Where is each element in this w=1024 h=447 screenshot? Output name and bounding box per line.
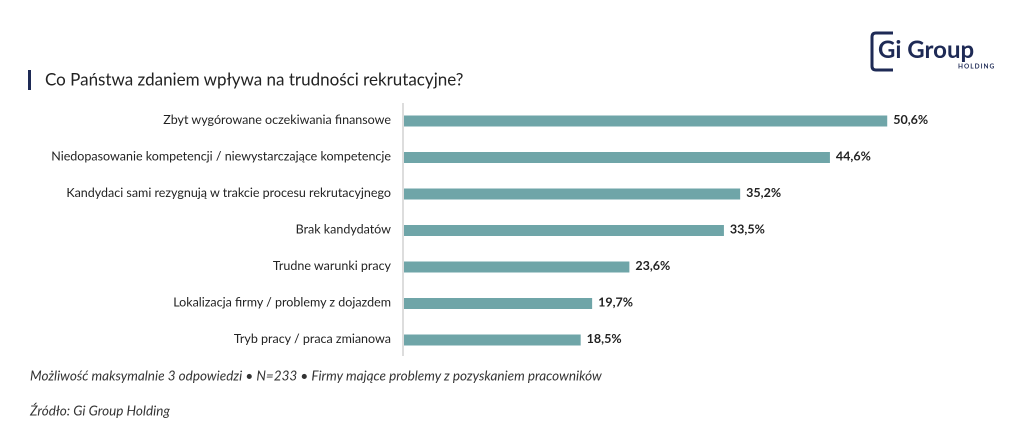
category-label: Zbyt wygórowane oczekiwania finansowe xyxy=(163,112,391,127)
value-label: 50,6% xyxy=(893,112,928,127)
category-label: Kandydaci sami rezygnują w trakcie proce… xyxy=(66,185,391,200)
bar xyxy=(404,334,581,346)
category-label: Brak kandydatów xyxy=(296,222,392,237)
value-label: 33,5% xyxy=(730,222,765,237)
bar xyxy=(404,152,830,163)
logo-name: Gi Group xyxy=(878,35,974,64)
value-label: 18,5% xyxy=(587,331,622,346)
logo-bracket xyxy=(870,31,893,72)
bar xyxy=(404,261,630,273)
category-label: Niedopasowanie kompetencji / niewystarcz… xyxy=(51,149,391,164)
title-accent xyxy=(28,70,31,90)
value-label: 44,6% xyxy=(836,149,871,164)
footnote: Możliwość maksymalnie 3 odpowiedzi • N=2… xyxy=(30,367,602,383)
bar xyxy=(404,188,741,200)
bar xyxy=(404,225,724,236)
chart-title: Co Państwa zdaniem wpływa na trudności r… xyxy=(45,68,463,89)
category-label: Tryb pracy / praca zmianowa xyxy=(234,331,391,346)
category-label: Trudne warunki pracy xyxy=(273,258,392,273)
value-label: 35,2% xyxy=(746,185,781,200)
source: Źródło: Gi Group Holding xyxy=(29,402,170,418)
logo-subtitle: HOLDING xyxy=(958,63,995,71)
bar xyxy=(404,115,888,127)
category-label: Lokalizacja firmy / problemy z dojazdem xyxy=(173,295,391,310)
value-label: 19,7% xyxy=(598,295,633,310)
bar xyxy=(404,298,593,309)
value-label: 23,6% xyxy=(635,258,670,273)
